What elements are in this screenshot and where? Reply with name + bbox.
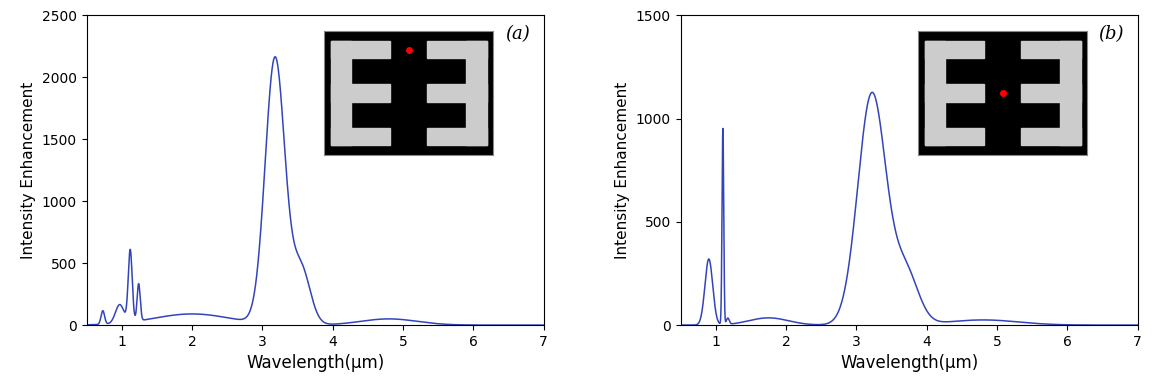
- Y-axis label: Intensity Enhancement: Intensity Enhancement: [616, 82, 631, 259]
- X-axis label: Wavelength(μm): Wavelength(μm): [246, 354, 385, 372]
- X-axis label: Wavelength(μm): Wavelength(μm): [840, 354, 978, 372]
- Text: (b): (b): [1098, 25, 1124, 43]
- Text: (a): (a): [505, 25, 530, 43]
- Y-axis label: Intensity Enhancement: Intensity Enhancement: [21, 82, 36, 259]
